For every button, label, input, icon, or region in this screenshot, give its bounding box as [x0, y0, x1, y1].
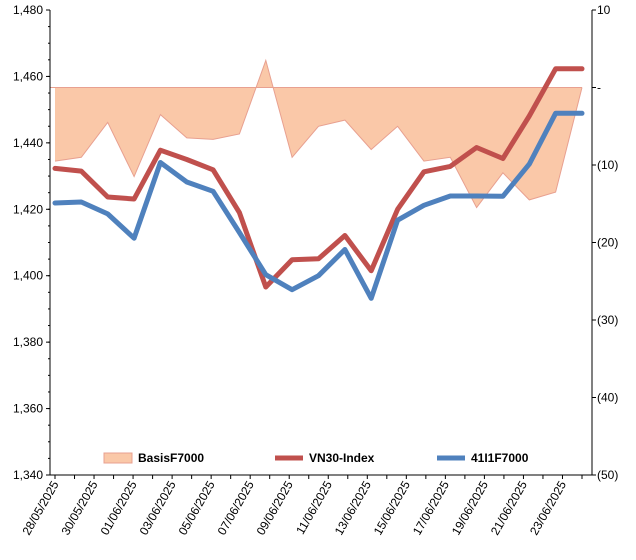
left-tick-label: 1,360: [13, 402, 43, 416]
left-tick-label: 1,440: [13, 136, 43, 150]
left-tick-label: 1,460: [13, 69, 43, 83]
legend-f7000: 41I1F7000: [437, 451, 529, 465]
legend-basis: BasisF7000: [103, 451, 204, 465]
right-tick-label: (10): [597, 158, 618, 172]
left-tick-label: 1,340: [13, 468, 43, 482]
x-tick-label: 07/06/2025: [215, 478, 257, 537]
line-layer: [52, 66, 585, 301]
legend-vn30: VN30-Index: [275, 451, 375, 465]
basis-area: [55, 60, 582, 208]
x-tick-label: 05/06/2025: [176, 478, 218, 537]
x-tick-label: 09/06/2025: [254, 478, 296, 537]
legend-swatch: [103, 452, 133, 464]
right-tick-label: (30): [597, 313, 618, 327]
legend-label: VN30-Index: [309, 451, 375, 465]
right-tick-label: -: [597, 81, 601, 95]
legend: BasisF7000 VN30-Index 41I1F7000: [103, 451, 529, 465]
x-tick-label: 11/06/2025: [293, 478, 335, 537]
right-tick-label: 10: [597, 3, 611, 17]
basis-area-edge: [54, 58, 583, 209]
vn30-line: [52, 66, 585, 290]
right-tick-label: (40): [597, 391, 618, 405]
f7000-line: [52, 110, 585, 301]
legend-label: 41I1F7000: [471, 451, 529, 465]
right-tick-label: (20): [597, 236, 618, 250]
legend-label: BasisF7000: [138, 451, 204, 465]
x-tick-label: 21/06/2025: [488, 478, 530, 537]
x-tick-label: 01/06/2025: [98, 478, 140, 537]
x-tick-label: 28/05/2025: [19, 478, 61, 537]
basis-area-layer: [50, 58, 583, 209]
right-tick-label: (50): [597, 468, 618, 482]
x-tick-label: 17/06/2025: [410, 478, 452, 537]
x-tick-label: 23/06/2025: [527, 478, 569, 537]
x-tick-label: 19/06/2025: [449, 478, 491, 537]
left-tick-label: 1,420: [13, 202, 43, 216]
left-tick-label: 1,380: [13, 335, 43, 349]
x-tick-label: 15/06/2025: [371, 478, 413, 537]
left-tick-label: 1,480: [13, 3, 43, 17]
left-tick-label: 1,400: [13, 269, 43, 283]
x-tick-label: 03/06/2025: [137, 478, 179, 537]
x-tick-label: 13/06/2025: [332, 478, 374, 537]
x-tick-label: 30/05/2025: [58, 478, 100, 537]
